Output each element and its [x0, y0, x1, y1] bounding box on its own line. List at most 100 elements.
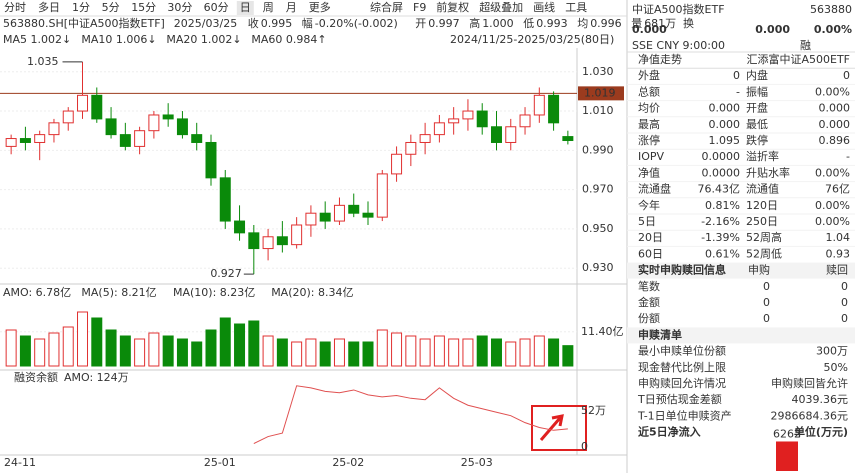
candle-body — [19, 138, 31, 143]
volume-bar — [533, 335, 545, 367]
y-tick-label: 11.40亿 — [581, 325, 624, 338]
volume-bar — [505, 341, 517, 367]
volume-bar — [191, 341, 203, 367]
info-cell: 内盘 — [746, 68, 768, 82]
info-cell: 均价 — [638, 102, 660, 115]
candle-body — [248, 232, 260, 250]
quote-field: 0.996 — [590, 17, 622, 30]
toolbar-tab[interactable]: 5分 — [102, 1, 120, 14]
section-bar — [627, 327, 855, 344]
toolbar-tab[interactable]: 更多 — [309, 0, 331, 14]
toolbar-tab[interactable]: 30分 — [167, 1, 192, 14]
candle-body — [219, 177, 231, 222]
tab-active — [236, 1, 254, 15]
toolbar-button[interactable]: 工具 — [565, 1, 587, 14]
list-value: 4039.36元 — [792, 393, 849, 406]
quote-field: 563880.SH[中证A500指数ETF] — [3, 16, 165, 30]
volume-bar — [291, 341, 303, 367]
sub-value: 0 — [841, 296, 848, 309]
toolbar-tab[interactable]: 分时 — [4, 1, 26, 14]
volume-bar — [119, 335, 131, 367]
candle-body — [462, 110, 474, 120]
toolbar-tab[interactable]: 1分 — [72, 1, 90, 14]
candle-body — [348, 204, 360, 214]
info-cell: 0.93 — [826, 247, 851, 260]
high-label: 1.035 — [27, 55, 59, 68]
toolbar-button[interactable]: 超级叠加 — [479, 0, 523, 14]
date-range: 2024/11/25-2025/03/25(80日) — [450, 33, 614, 46]
candle-body — [505, 126, 517, 143]
section-title: 实时申购赎回信息 — [638, 263, 726, 277]
info-cell: 1.095 — [709, 134, 741, 147]
info-cell: 0.00% — [815, 166, 850, 179]
info-cell: 5日 — [638, 215, 656, 228]
toolbar-tab[interactable]: 日 — [240, 1, 251, 14]
quote-field: 1.000 — [482, 17, 514, 30]
candle-body — [34, 134, 46, 143]
info-cell: 0 — [733, 69, 740, 82]
info-cell: 0.61% — [705, 247, 740, 260]
volume-bar — [476, 335, 488, 367]
info-cell: IOPV — [638, 150, 665, 163]
y-tick-label: 0 — [581, 440, 588, 453]
list-label: 申购赎回允许情况 — [638, 376, 726, 390]
quote-field: 均 — [577, 17, 588, 30]
info-cell: 流通盘 — [638, 182, 671, 196]
toolbar-tab[interactable]: 周 — [263, 1, 274, 14]
info-cell: 250日 — [746, 215, 778, 228]
toolbar-tab[interactable]: 60分 — [204, 1, 229, 14]
volume-bar — [176, 338, 188, 367]
toolbar-tab[interactable]: 月 — [286, 1, 297, 14]
candle-body — [205, 141, 217, 179]
volume-bar — [405, 335, 417, 367]
info-cell: 52周低 — [746, 247, 782, 260]
quote-field: 量 — [631, 17, 642, 30]
candle-body — [148, 114, 160, 132]
quote-field: 2025/03/25 — [174, 17, 237, 30]
candle-body — [119, 134, 131, 147]
info-cell: 0.00% — [815, 85, 850, 98]
volume-bar — [48, 332, 60, 367]
candle-body — [77, 94, 89, 112]
candle-body — [62, 110, 74, 124]
volume-bar — [162, 335, 174, 367]
quote-field: 0.995 — [261, 17, 293, 30]
list-label: T日预估现金差额 — [637, 392, 722, 406]
panel-info: SSE CNY 9:00:00 — [632, 39, 725, 52]
y-tick-label: 0.930 — [582, 261, 614, 274]
sub-label: 金额 — [638, 295, 660, 309]
info-cell: 0 — [843, 69, 850, 82]
toolbar-tab[interactable]: 15分 — [131, 1, 156, 14]
toolbar-button[interactable]: 综合屏 — [370, 0, 403, 14]
financing-title: 融资余额 — [14, 370, 58, 384]
volume-legend: MA(20): 8.34亿 — [271, 286, 353, 299]
candle-body — [162, 114, 174, 120]
sub-value: 0 — [841, 312, 848, 325]
info-cell: 流通值 — [746, 182, 779, 196]
info-cell: - — [736, 85, 740, 98]
info-cell: 总额 — [638, 84, 660, 98]
info-cell: 0.0000 — [702, 150, 741, 163]
info-cell: 0.000 — [819, 102, 851, 115]
candle-body — [448, 118, 460, 124]
candle-body — [305, 212, 317, 226]
inflow-unit: 单位(万元) — [794, 425, 848, 439]
info-cell: 净值走势 — [638, 52, 682, 66]
sub-value: 0 — [763, 312, 770, 325]
toolbar-button[interactable]: F9 — [413, 1, 426, 14]
ma-legend: MA10 1.006↓ — [81, 33, 156, 46]
info-cell: - — [846, 150, 850, 163]
candle-body — [548, 94, 560, 124]
toolbar-tab[interactable]: 多日 — [38, 0, 60, 14]
info-cell: 20日 — [638, 231, 663, 244]
toolbar-button[interactable]: 前复权 — [436, 0, 469, 14]
quote-field: -0.20%(-0.002) — [315, 17, 398, 30]
y-tick-label: 1.010 — [582, 104, 614, 117]
toolbar-button[interactable]: 画线 — [533, 0, 555, 14]
x-tick-label: 25-01 — [204, 456, 236, 469]
volume-bar — [362, 341, 374, 367]
ma-legend: MA20 1.002↓ — [166, 33, 241, 46]
low-label: 0.927 — [210, 267, 242, 280]
info-cell: 0.0000 — [702, 166, 741, 179]
